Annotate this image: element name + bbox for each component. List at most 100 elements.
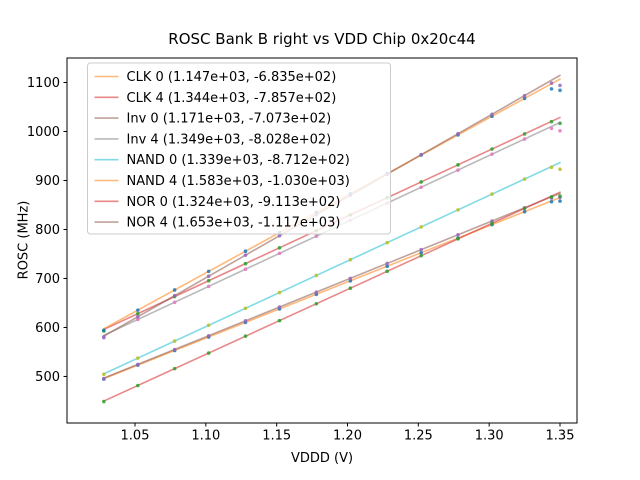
data-point-nor-0	[314, 301, 319, 306]
data-point-nor-0	[558, 194, 562, 198]
data-point-inv-4	[314, 234, 319, 238]
data-point-inv-4	[136, 317, 140, 322]
data-point-nor-0	[490, 221, 494, 226]
data-point-clk-4	[136, 311, 140, 316]
scatter-nor-0	[102, 194, 562, 404]
legend-label-clk-0: CLK 0 (1.147e+03, -6.835e+02)	[127, 70, 337, 85]
data-point-nor-0	[172, 366, 177, 371]
data-point-inv-0	[385, 261, 389, 266]
data-point-inv-4	[549, 126, 554, 131]
data-point-nor-0	[102, 399, 106, 404]
data-point-nor-4	[549, 81, 554, 85]
data-point-nand-0	[419, 225, 423, 229]
x-axis-label: VDDD (V)	[290, 451, 354, 466]
data-point-nand-0	[172, 339, 177, 343]
data-point-nand-0	[490, 192, 494, 196]
data-point-nor-4	[277, 233, 282, 238]
data-point-clk-4	[456, 163, 460, 167]
y-tick-label: 700	[35, 272, 60, 287]
data-point-nor-0	[206, 351, 211, 355]
data-point-inv-4	[206, 284, 211, 289]
x-tick-label: 1.10	[191, 429, 220, 444]
data-point-nor-0	[385, 269, 389, 274]
data-point-nor-4	[136, 314, 140, 319]
scatter-nand-0	[102, 165, 562, 377]
data-point-nand-0	[549, 165, 554, 170]
data-point-nand-4	[206, 269, 211, 274]
data-point-nand-0	[522, 177, 527, 181]
data-point-inv-0	[206, 333, 211, 338]
data-point-nor-0	[348, 286, 353, 291]
data-point-nor-4	[456, 131, 460, 136]
data-point-clk-4	[277, 246, 282, 250]
y-tick-label: 900	[35, 174, 60, 189]
legend-label-nand-0: NAND 0 (1.339e+03, -8.712e+02)	[127, 153, 350, 168]
y-tick-label: 1100	[27, 76, 60, 91]
data-point-nand-0	[277, 290, 282, 295]
data-point-clk-4	[206, 278, 211, 283]
legend-label-nor-4: NOR 4 (1.653e+03, -1.117e+03)	[127, 216, 341, 231]
data-point-nand-0	[206, 323, 211, 328]
fit-line-inv-0	[103, 192, 561, 379]
data-point-clk-4	[490, 147, 494, 151]
data-point-nor-0	[549, 195, 554, 199]
data-point-clk-0	[558, 199, 562, 203]
y-tick-label: 500	[35, 370, 60, 385]
x-tick-label: 1.05	[121, 429, 150, 444]
legend-label-inv-4: Inv 4 (1.349e+03, -8.028e+02)	[127, 132, 332, 147]
legend-label-nor-0: NOR 0 (1.324e+03, -9.113e+02)	[127, 195, 341, 210]
data-point-inv-0	[243, 319, 248, 323]
legend-box	[87, 62, 391, 235]
data-point-nand-4	[558, 88, 562, 93]
data-point-nand-4	[522, 96, 527, 101]
data-point-nand-0	[102, 372, 106, 377]
data-point-clk-4	[549, 119, 554, 124]
data-point-inv-0	[172, 347, 177, 352]
data-point-inv-4	[419, 185, 423, 190]
data-point-nor-4	[490, 112, 494, 117]
data-point-nor-0	[277, 318, 282, 323]
data-point-inv-4	[456, 168, 460, 172]
data-point-nor-0	[243, 334, 248, 338]
x-tick-label: 1.20	[333, 429, 362, 444]
data-point-clk-4	[419, 180, 423, 184]
x-tick-label: 1.15	[262, 429, 291, 444]
data-point-nor-4	[419, 152, 423, 157]
data-point-nor-0	[522, 206, 527, 211]
data-point-inv-0	[419, 247, 423, 252]
data-point-inv-0	[102, 376, 106, 381]
data-point-nor-0	[136, 383, 140, 388]
data-point-nor-4	[558, 83, 562, 88]
data-point-nor-0	[456, 237, 460, 241]
y-tick-label: 800	[35, 223, 60, 238]
data-point-nor-4	[172, 293, 177, 298]
plot-border	[66, 57, 578, 424]
data-point-clk-0	[385, 264, 389, 269]
data-point-nor-4	[206, 274, 211, 279]
data-point-nor-0	[419, 253, 423, 258]
data-point-nand-4	[549, 87, 554, 91]
legend-label-inv-0: Inv 0 (1.171e+03, -7.073e+02)	[127, 112, 332, 127]
data-point-nand-0	[456, 208, 460, 212]
data-point-inv-4	[277, 251, 282, 256]
data-point-nand-4	[136, 308, 140, 312]
data-point-clk-0	[419, 250, 423, 255]
data-point-inv-4	[243, 267, 248, 272]
data-point-nand-4	[102, 328, 106, 333]
data-point-nor-4	[522, 93, 527, 98]
data-point-nor-4	[102, 335, 106, 340]
y-tick-label: 1000	[27, 125, 60, 140]
data-point-nor-4	[243, 253, 248, 257]
data-point-clk-0	[549, 199, 554, 204]
data-point-inv-0	[348, 276, 353, 281]
data-point-nand-0	[314, 273, 319, 278]
data-point-clk-4	[243, 261, 248, 266]
data-point-clk-0	[522, 209, 527, 214]
data-point-inv-4	[558, 129, 562, 133]
data-point-nand-0	[558, 167, 562, 172]
legend: CLK 0 (1.147e+03, -6.835e+02) CLK 4 (1.34…	[87, 62, 391, 235]
data-point-nand-0	[243, 306, 248, 311]
data-point-inv-0	[277, 305, 282, 309]
